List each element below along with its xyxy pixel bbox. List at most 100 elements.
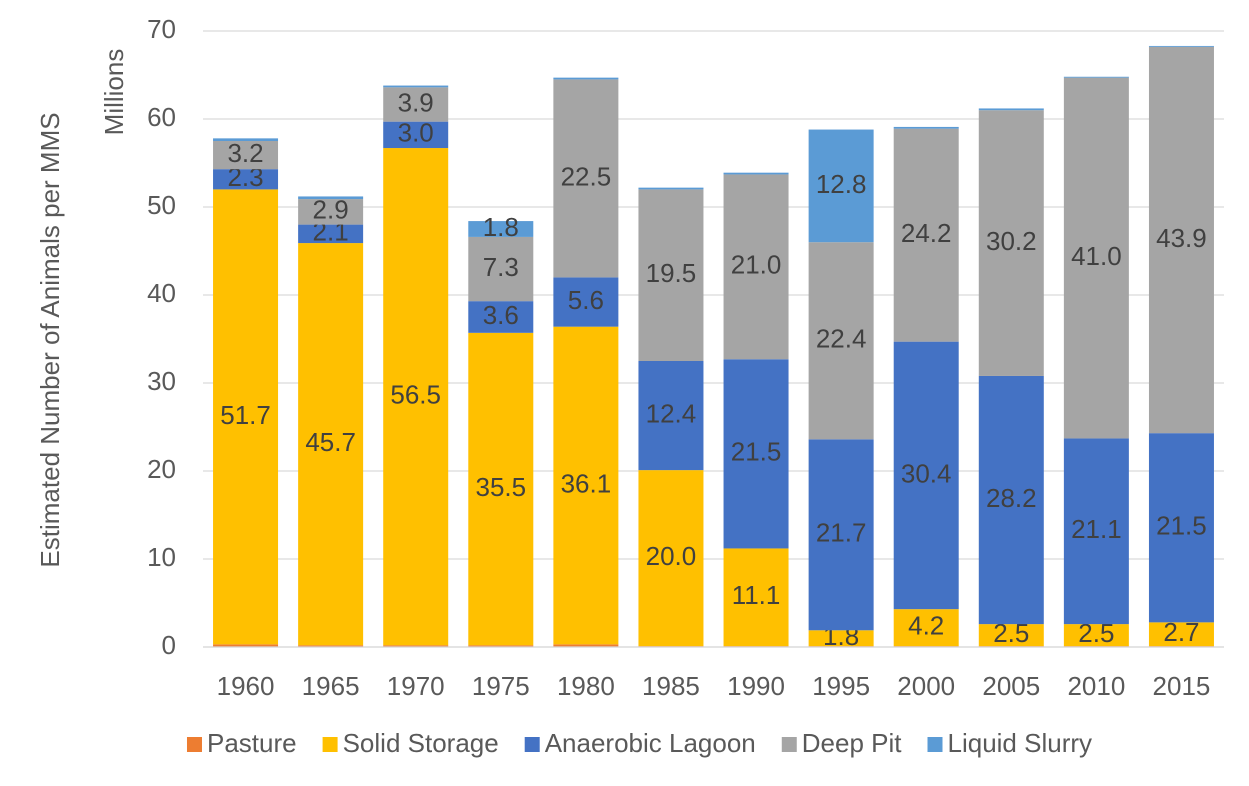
bar-segment <box>213 141 279 170</box>
y-tick-label: 40 <box>147 278 176 308</box>
bar-segment <box>638 470 704 647</box>
bar-segment <box>1063 624 1129 647</box>
x-tick-label: 1965 <box>302 671 360 701</box>
bar-segment <box>213 189 279 645</box>
bar-segment <box>468 332 534 646</box>
data-label: 24.2 <box>901 218 952 248</box>
data-label: 56.5 <box>390 380 441 410</box>
y-tick-label: 60 <box>147 102 176 132</box>
legend-label: Solid Storage <box>343 728 499 758</box>
x-tick-label: 2000 <box>897 671 955 701</box>
bar-segment <box>1063 77 1129 439</box>
data-label: 7.3 <box>483 252 519 282</box>
legend-label: Deep Pit <box>802 728 902 758</box>
bar-segment <box>468 645 534 647</box>
data-label: 1.8 <box>483 212 519 242</box>
data-label: 45.7 <box>305 427 356 457</box>
y-tick-label: 70 <box>147 14 176 44</box>
y-tick-label: 50 <box>147 190 176 220</box>
y-tick-label: 0 <box>162 630 176 660</box>
bar-segment <box>383 87 449 122</box>
bar-segment <box>1063 438 1129 625</box>
bar-segment <box>298 224 364 244</box>
data-label: 21.1 <box>1071 514 1122 544</box>
legend-label: Pasture <box>207 728 297 758</box>
legend-swatch <box>186 737 202 752</box>
bar-segment <box>978 624 1044 647</box>
y-tick-label: 30 <box>147 366 176 396</box>
bar-segment <box>553 77 619 80</box>
bar-segment <box>1063 76 1129 78</box>
bar-segment <box>638 361 704 471</box>
data-label: 3.9 <box>398 87 434 117</box>
y-tick-label: 20 <box>147 454 176 484</box>
bar-segment <box>723 359 789 549</box>
bar-segment <box>893 126 959 129</box>
data-label: 3.2 <box>227 138 263 168</box>
data-label: 21.7 <box>816 518 867 548</box>
bar-segment <box>383 645 449 647</box>
bar-segment <box>978 375 1044 625</box>
x-tick-label: 2015 <box>1153 671 1211 701</box>
data-label: 30.4 <box>901 458 952 488</box>
bar-segment <box>1148 45 1214 47</box>
data-label: 41.0 <box>1071 241 1122 271</box>
data-label: 19.5 <box>646 258 697 288</box>
bar-segment <box>298 196 364 200</box>
data-label: 3.6 <box>483 300 519 330</box>
legend-swatch <box>781 737 797 752</box>
x-tick-label: 1960 <box>217 671 275 701</box>
legend-swatch <box>322 737 338 752</box>
data-label: 51.7 <box>220 400 271 430</box>
data-label: 21.5 <box>731 437 782 467</box>
bar-segment <box>213 644 279 647</box>
bar-segment <box>553 326 619 645</box>
bar-segment <box>468 301 534 333</box>
bar-segment <box>893 128 959 342</box>
y-tick-label: 10 <box>147 542 176 572</box>
data-label: 12.4 <box>646 398 697 428</box>
data-label: 22.5 <box>561 161 612 191</box>
data-label: 43.9 <box>1156 223 1207 253</box>
data-label: 28.2 <box>986 483 1037 513</box>
data-label: 35.5 <box>475 472 526 502</box>
x-tick-label: 2010 <box>1067 671 1125 701</box>
bar-segment <box>468 236 534 302</box>
bar-segment <box>468 221 534 237</box>
bar-segment <box>808 242 874 440</box>
x-tick-label: 1985 <box>642 671 700 701</box>
legend: Pasture Solid Storage Anaerobic Lagoon Deep… <box>186 728 1093 758</box>
legend-label: Liquid Slurry <box>948 728 1093 758</box>
data-label: 3.0 <box>398 118 434 148</box>
bar-segment <box>213 169 279 190</box>
bar-segment <box>298 645 364 647</box>
x-tick-label: 1980 <box>557 671 615 701</box>
bar-segment <box>553 277 619 327</box>
bar-segment <box>893 341 959 610</box>
bar-segment <box>978 108 1044 111</box>
x-tick-label: 1990 <box>727 671 785 701</box>
data-label: 4.2 <box>908 611 944 641</box>
bar-segment <box>638 189 704 361</box>
data-label: 21.0 <box>731 250 782 280</box>
data-label: 36.1 <box>561 468 612 498</box>
bar-segment <box>383 121 449 149</box>
x-tick-label: 1975 <box>472 671 530 701</box>
bar-segment <box>1148 433 1214 623</box>
bar-segment <box>383 85 449 88</box>
bar-segment <box>1148 46 1214 434</box>
y-axis-unit: Millions <box>99 49 129 136</box>
data-label: 5.6 <box>568 285 604 315</box>
bar-segment <box>808 129 874 243</box>
bar-segment <box>638 187 704 190</box>
y-axis-title: Estimated Number of Animals per MMS <box>35 112 65 567</box>
data-label: 30.2 <box>986 226 1037 256</box>
bar-segment <box>383 148 449 646</box>
bar-segment <box>723 548 789 647</box>
bar-segment <box>978 110 1044 376</box>
data-label: 12.8 <box>816 169 867 199</box>
legend-swatch <box>524 737 540 752</box>
legend-swatch <box>927 737 943 752</box>
